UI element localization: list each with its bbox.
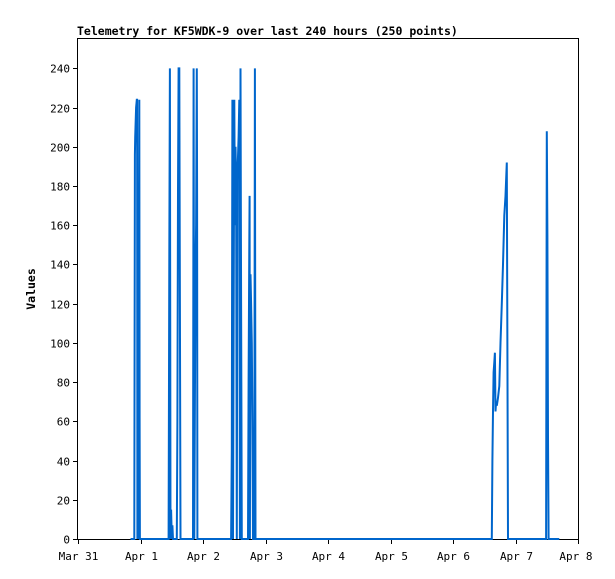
- x-tick-label: Apr 7: [500, 550, 533, 563]
- x-tick-label: Apr 5: [375, 550, 408, 563]
- x-tick-label: Apr 2: [187, 550, 220, 563]
- y-tick-label: 220: [50, 103, 70, 116]
- x-axis: Mar 31 Apr 1 Apr 2 Apr 3 Apr 4 Apr 5 Apr 6 Apr …: [59, 539, 593, 563]
- y-tick-label: 120: [50, 299, 70, 312]
- x-tick-label: Apr 6: [437, 550, 470, 563]
- y-tick-label: 180: [50, 181, 70, 194]
- y-axis: 0 20 40 60 80 100 120 140 160 180 200 220 240: [50, 63, 78, 547]
- y-tick-label: 240: [50, 63, 70, 76]
- x-tick-label: Apr 8: [559, 550, 592, 563]
- x-tick-label: Apr 4: [312, 550, 345, 563]
- y-tick-label: 160: [50, 220, 70, 233]
- y-tick-label: 140: [50, 259, 70, 272]
- x-tick-label: Apr 3: [250, 550, 283, 563]
- y-tick-label: 80: [57, 377, 70, 390]
- x-tick-label: Mar 31: [59, 550, 99, 563]
- y-tick-label: 20: [57, 495, 70, 508]
- y-axis-label: Values: [24, 268, 38, 310]
- y-tick-label: 0: [63, 534, 70, 547]
- telemetry-series-line: [130, 67, 560, 540]
- x-tick-label: Apr 1: [125, 550, 158, 563]
- y-tick-label: 100: [50, 338, 70, 351]
- y-tick-label: 60: [57, 416, 70, 429]
- chart-title: Telemetry for KF5WDK-9 over last 240 hou…: [77, 24, 458, 38]
- y-tick-label: 40: [57, 456, 70, 469]
- y-tick-label: 200: [50, 142, 70, 155]
- plot-frame: [77, 38, 579, 540]
